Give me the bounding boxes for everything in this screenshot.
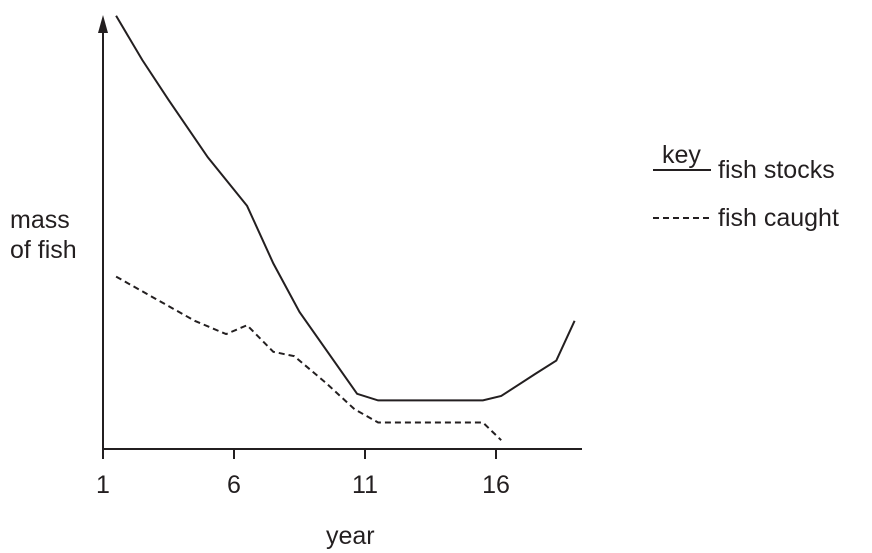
y-axis-label: mass of fish [10,205,77,265]
x-tick-label: 1 [96,471,110,499]
x-tick-label: 16 [482,471,510,499]
legend-swatch-dashed [653,217,711,219]
x-tick-label: 11 [352,471,378,499]
legend-item-fish-caught: fish caught [653,203,872,233]
legend-item-fish-stocks: fish stocks [653,155,872,185]
legend-label: fish stocks [718,156,835,184]
series-layer [115,15,576,441]
axes: 1 6 11 16 [96,15,582,499]
x-axis-label: year [326,522,375,550]
legend-swatch-solid [653,169,711,171]
legend-title: key [662,141,701,169]
legend-label: fish caught [718,204,839,232]
x-tick-label: 6 [227,471,241,499]
series-line-fish-stocks [115,15,576,402]
y-axis-arrow-icon [98,15,108,33]
y-axis-label-line-1: mass [10,206,70,234]
series-line-fish-caught [115,275,502,441]
y-axis-label-line-2: of fish [10,236,77,264]
